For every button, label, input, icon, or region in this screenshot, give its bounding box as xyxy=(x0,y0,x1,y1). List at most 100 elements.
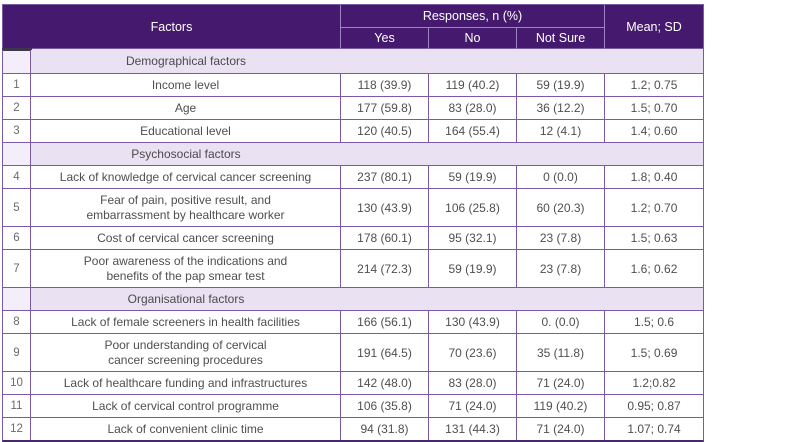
factors-table: Factors Responses, n (%) Mean; SD Yes No… xyxy=(2,4,705,442)
table-row: 12 Lack of convenient clinic time 94 (31.8… xyxy=(3,418,704,440)
row-number-cell: 5 xyxy=(3,189,31,227)
factor-cell: Lack of cervical control programme xyxy=(31,395,341,418)
header-row-2: Yes No Not Sure xyxy=(3,28,703,49)
factor-cell: Income level xyxy=(31,74,341,97)
table-row: 4 Lack of knowledge of cervical cancer sc… xyxy=(3,166,704,189)
section-title-cell: Demographical factors xyxy=(31,49,704,74)
yes-cell: 142 (48.0) xyxy=(341,372,429,395)
yes-header-cell: Yes xyxy=(341,28,429,49)
factor-cell: Lack of convenient clinic time xyxy=(31,418,341,440)
table-row: 1 Income level 118 (39.9) 119 (40.2) 59 (19.… xyxy=(3,74,704,97)
no-cell: 164 (55.4) xyxy=(429,120,517,143)
table-row: 3 Educational level 120 (40.5) 164 (55.4) 12… xyxy=(3,120,704,143)
not-sure-cell: 0 (0.0) xyxy=(517,166,606,189)
table-row: 2 Age 177 (59.8) 83 (28.0) 36 (12.2) 1.5; 0.7… xyxy=(3,97,704,120)
row-number-cell: 10 xyxy=(3,372,31,395)
mean-sd-cell: 1.6; 0.62 xyxy=(605,250,704,288)
no-cell: 106 (25.8) xyxy=(429,189,517,227)
table-row: 6 Cost of cervical cancer screening 178 (6… xyxy=(3,227,704,250)
not-sure-cell: 119 (40.2) xyxy=(517,395,606,418)
responses-header-cell: Responses, n (%) xyxy=(341,5,606,28)
not-sure-cell: 71 (24.0) xyxy=(517,418,606,440)
mean-sd-header-cell: Mean; SD xyxy=(605,5,704,49)
not-sure-cell: 23 (7.8) xyxy=(517,227,606,250)
mean-sd-cell: 1.2;0.82 xyxy=(605,372,704,395)
no-cell: 59 (19.9) xyxy=(429,250,517,288)
section-row: Demographical factors xyxy=(3,49,704,74)
not-sure-cell: 36 (12.2) xyxy=(517,97,606,120)
table-row: 7 Poor awareness of the indications and b… xyxy=(3,250,704,288)
table-row: 9 Poor understanding of cervical cancer s… xyxy=(3,334,704,372)
factor-cell: Poor understanding of cervical cancer sc… xyxy=(31,334,341,372)
section-title: Organisational factors xyxy=(127,292,245,306)
no-cell: 71 (24.0) xyxy=(429,395,517,418)
table-body: Demographical factors 1 Income level 118 (3… xyxy=(3,49,704,440)
mean-sd-cell: 1.5; 0.70 xyxy=(605,97,704,120)
section-number-cell xyxy=(3,143,31,166)
no-cell: 119 (40.2) xyxy=(429,74,517,97)
factors-table-container: Factors Responses, n (%) Mean; SD Yes No… xyxy=(2,4,705,442)
table-row: 11 Lack of cervical control programme 106 … xyxy=(3,395,704,418)
section-title-cell: Psychosocial factors xyxy=(31,143,704,166)
mean-sd-cell: 1.8; 0.40 xyxy=(605,166,704,189)
section-title: Psychosocial factors xyxy=(131,147,241,161)
table-row: 10 Lack of healthcare funding and infrast… xyxy=(3,372,704,395)
row-number-cell: 8 xyxy=(3,311,31,334)
yes-cell: 106 (35.8) xyxy=(341,395,429,418)
row-number-cell: 12 xyxy=(3,418,31,440)
no-cell: 83 (28.0) xyxy=(429,372,517,395)
mean-sd-cell: 1.2; 0.75 xyxy=(605,74,704,97)
mean-sd-cell: 1.4; 0.60 xyxy=(605,120,704,143)
yes-cell: 94 (31.8) xyxy=(341,418,429,440)
not-sure-cell: 59 (19.9) xyxy=(517,74,606,97)
row-number-cell: 4 xyxy=(3,166,31,189)
not-sure-cell: 12 (4.1) xyxy=(517,120,606,143)
factor-cell: Fear of pain, positive result, and embar… xyxy=(31,189,341,227)
section-row: Psychosocial factors xyxy=(3,143,704,166)
mean-sd-cell: 1.5; 0.69 xyxy=(605,334,704,372)
factors-header-cell: Factors xyxy=(3,5,341,49)
section-title-cell: Organisational factors xyxy=(31,288,704,311)
factor-cell: Lack of knowledge of cervical cancer scr… xyxy=(31,166,341,189)
no-cell: 83 (28.0) xyxy=(429,97,517,120)
row-number-cell: 9 xyxy=(3,334,31,372)
table-header: Factors Responses, n (%) Mean; SD Yes No… xyxy=(3,5,704,49)
row-number-cell: 2 xyxy=(3,97,31,120)
yes-cell: 214 (72.3) xyxy=(341,250,429,288)
not-sure-cell: 0. (0.0) xyxy=(517,311,606,334)
not-sure-header-cell: Not Sure xyxy=(517,28,606,49)
not-sure-cell: 71 (24.0) xyxy=(517,372,606,395)
factor-cell: Age xyxy=(31,97,341,120)
factor-cell: Lack of female screeners in health facil… xyxy=(31,311,341,334)
row-number-cell: 1 xyxy=(3,74,31,97)
section-number-cell xyxy=(3,288,31,311)
section-number-cell xyxy=(3,49,31,74)
table-row: 8 Lack of female screeners in health faci… xyxy=(3,311,704,334)
no-cell: 59 (19.9) xyxy=(429,166,517,189)
yes-cell: 118 (39.9) xyxy=(341,74,429,97)
factor-cell: Cost of cervical cancer screening xyxy=(31,227,341,250)
mean-sd-cell: 1.5; 0.6 xyxy=(605,311,704,334)
row-number-cell: 11 xyxy=(3,395,31,418)
yes-cell: 191 (64.5) xyxy=(341,334,429,372)
row-number-cell: 7 xyxy=(3,250,31,288)
yes-cell: 237 (80.1) xyxy=(341,166,429,189)
mean-sd-cell: 0.95; 0.87 xyxy=(605,395,704,418)
row-number-cell: 3 xyxy=(3,120,31,143)
yes-cell: 166 (56.1) xyxy=(341,311,429,334)
mean-sd-cell: 1.5; 0.63 xyxy=(605,227,704,250)
yes-cell: 178 (60.1) xyxy=(341,227,429,250)
no-cell: 95 (32.1) xyxy=(429,227,517,250)
table-row: 5 Fear of pain, positive result, and emba… xyxy=(3,189,704,227)
not-sure-cell: 60 (20.3) xyxy=(517,189,606,227)
yes-cell: 120 (40.5) xyxy=(341,120,429,143)
yes-cell: 177 (59.8) xyxy=(341,97,429,120)
not-sure-cell: 35 (11.8) xyxy=(517,334,606,372)
row-number-cell: 6 xyxy=(3,227,31,250)
no-header-cell: No xyxy=(429,28,517,49)
no-cell: 70 (23.6) xyxy=(429,334,517,372)
factor-cell: Educational level xyxy=(31,120,341,143)
not-sure-cell: 23 (7.8) xyxy=(517,250,606,288)
mean-sd-cell: 1.07; 0.74 xyxy=(605,418,704,440)
header-row-1: Factors Responses, n (%) Mean; SD xyxy=(3,5,704,49)
